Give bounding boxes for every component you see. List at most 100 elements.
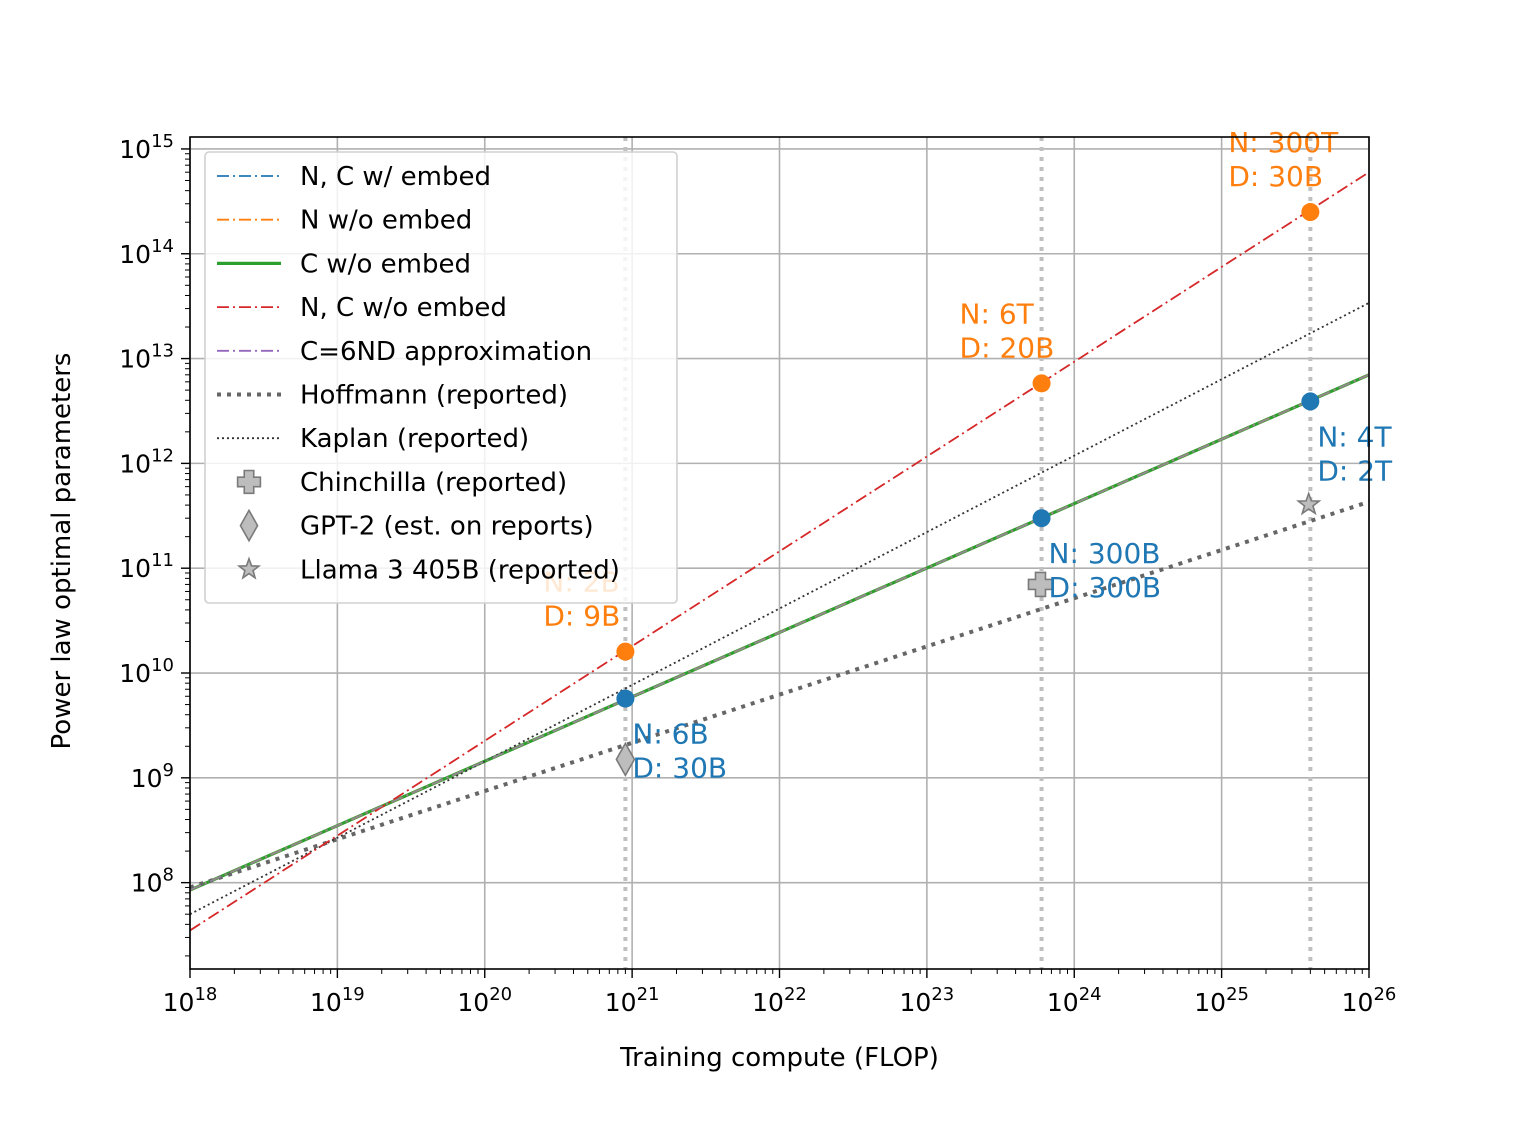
legend-label: Hoffmann (reported) bbox=[300, 381, 568, 411]
point-label-line1: N: 6T bbox=[960, 297, 1035, 330]
series-line-kaplan-reported- bbox=[189, 302, 1370, 915]
x-tick-base: 10 bbox=[605, 988, 637, 1017]
y-tick-exponent: 10 bbox=[151, 655, 174, 676]
x-tick-exponent: 18 bbox=[194, 984, 217, 1005]
y-tick-exponent: 14 bbox=[151, 236, 174, 257]
x-tick-base: 10 bbox=[310, 988, 342, 1017]
point-label-line1: N: 4T bbox=[1317, 420, 1392, 453]
y-tick-label: 1014 bbox=[119, 236, 174, 269]
x-tick-exponent: 22 bbox=[784, 984, 807, 1005]
x-tick-exponent: 26 bbox=[1373, 984, 1396, 1005]
x-tick-base: 10 bbox=[457, 988, 489, 1017]
marker-star bbox=[1296, 491, 1322, 516]
x-tick-label: 1020 bbox=[457, 984, 512, 1017]
x-tick-label: 1021 bbox=[605, 984, 660, 1017]
x-tick-exponent: 19 bbox=[342, 984, 365, 1005]
x-tick-base: 10 bbox=[900, 988, 932, 1017]
point-label-line2: D: 30B bbox=[632, 752, 727, 785]
x-tick-base: 10 bbox=[1194, 988, 1226, 1017]
legend-box bbox=[204, 151, 678, 604]
y-tick-exponent: 15 bbox=[151, 131, 174, 152]
series-lines bbox=[189, 171, 1370, 932]
x-tick-label: 1022 bbox=[752, 984, 807, 1017]
point-dot bbox=[616, 642, 635, 661]
y-tick-label: 1015 bbox=[119, 131, 174, 164]
y-tick-base: 10 bbox=[119, 345, 151, 374]
y-tick-base: 10 bbox=[119, 659, 151, 688]
point-label-line1: N: 6B bbox=[632, 718, 708, 751]
legend-swatch-star bbox=[236, 556, 262, 580]
legend-label: C w/o embed bbox=[300, 249, 471, 279]
y-axis-title: Power law optimal parameters bbox=[47, 353, 77, 750]
grid bbox=[189, 137, 1370, 969]
legend-label: N w/o embed bbox=[300, 206, 472, 236]
x-tick-label: 1024 bbox=[1047, 984, 1102, 1017]
marker-plus bbox=[1027, 571, 1054, 598]
legend-label: Kaplan (reported) bbox=[300, 424, 529, 454]
legend-label: C=6ND approximation bbox=[300, 337, 592, 367]
legend-label: Chinchilla (reported) bbox=[300, 468, 567, 498]
x-tick-label: 1018 bbox=[163, 984, 218, 1017]
y-tick-exponent: 11 bbox=[151, 550, 174, 571]
x-axis-title: Training compute (FLOP) bbox=[619, 1043, 939, 1073]
y-tick-exponent: 12 bbox=[151, 445, 174, 466]
x-tick-base: 10 bbox=[1342, 988, 1374, 1017]
x-tick-label: 1025 bbox=[1194, 984, 1249, 1017]
legend-swatch-diamond bbox=[239, 508, 259, 543]
series-line-approx-overlay bbox=[189, 374, 1370, 891]
x-tick-base: 10 bbox=[1047, 988, 1079, 1017]
x-tick-exponent: 24 bbox=[1079, 984, 1102, 1005]
y-tick-exponent: 13 bbox=[151, 341, 174, 362]
highlight-points bbox=[616, 203, 1320, 708]
x-tick-label: 1019 bbox=[310, 984, 365, 1017]
point-label-line1: N: 300B bbox=[1049, 537, 1161, 570]
legend-swatch-plus bbox=[236, 469, 262, 495]
y-tick-exponent: 8 bbox=[163, 865, 174, 886]
x-tick-exponent: 25 bbox=[1226, 984, 1249, 1005]
vertical-markers bbox=[623, 137, 1313, 969]
point-label-line1: N: 300T bbox=[1228, 126, 1339, 159]
point-dot bbox=[1032, 509, 1051, 528]
x-tick-label: 1026 bbox=[1342, 984, 1397, 1017]
point-label-line2: D: 9B bbox=[543, 600, 620, 633]
legend-label: N, C w/o embed bbox=[300, 293, 507, 323]
y-tick-label: 1013 bbox=[119, 341, 174, 374]
y-tick-base: 10 bbox=[119, 240, 151, 269]
reported-markers bbox=[615, 491, 1322, 778]
y-tick-base: 10 bbox=[131, 869, 163, 898]
y-tick-label: 108 bbox=[131, 865, 174, 898]
marker-diamond bbox=[615, 741, 636, 778]
point-label-line2: D: 20B bbox=[960, 331, 1055, 364]
series-line-hoffmann-reported- bbox=[189, 499, 1370, 890]
x-tick-exponent: 20 bbox=[489, 984, 512, 1005]
point-dot bbox=[616, 689, 635, 708]
y-tick-label: 109 bbox=[131, 760, 174, 793]
x-tick-base: 10 bbox=[752, 988, 784, 1017]
y-tick-label: 1012 bbox=[119, 445, 174, 478]
y-tick-base: 10 bbox=[131, 764, 163, 793]
series-line-n-c-w-o-embed bbox=[189, 171, 1370, 932]
point-label-line2: D: 2T bbox=[1317, 454, 1393, 487]
y-tick-base: 10 bbox=[119, 135, 151, 164]
y-tick-base: 10 bbox=[119, 554, 151, 583]
point-dot bbox=[1301, 203, 1320, 222]
point-dot bbox=[1301, 392, 1320, 411]
x-tick-base: 10 bbox=[163, 988, 195, 1017]
x-tick-exponent: 21 bbox=[637, 984, 660, 1005]
legend-label: N, C w/ embed bbox=[300, 162, 491, 192]
point-label-line2: D: 300B bbox=[1049, 571, 1162, 604]
y-tick-label: 1010 bbox=[119, 655, 174, 688]
y-tick-exponent: 9 bbox=[163, 760, 174, 781]
x-tick-exponent: 23 bbox=[931, 984, 954, 1005]
point-label-line2: D: 30B bbox=[1228, 160, 1323, 193]
legend-label: Llama 3 405B (reported) bbox=[300, 555, 620, 585]
point-dot bbox=[1032, 374, 1051, 393]
axis-ticks: 1018 1019 1020 1021 1022 1023 1024 1025 10261081… bbox=[119, 131, 1396, 1017]
y-tick-base: 10 bbox=[119, 449, 151, 478]
legend: N, C w/ embed N w/o embed C w/o embed N, C … bbox=[204, 151, 678, 604]
x-tick-label: 1023 bbox=[900, 984, 955, 1017]
y-tick-label: 1011 bbox=[119, 550, 174, 583]
legend-label: GPT-2 (est. on reports) bbox=[300, 512, 594, 542]
